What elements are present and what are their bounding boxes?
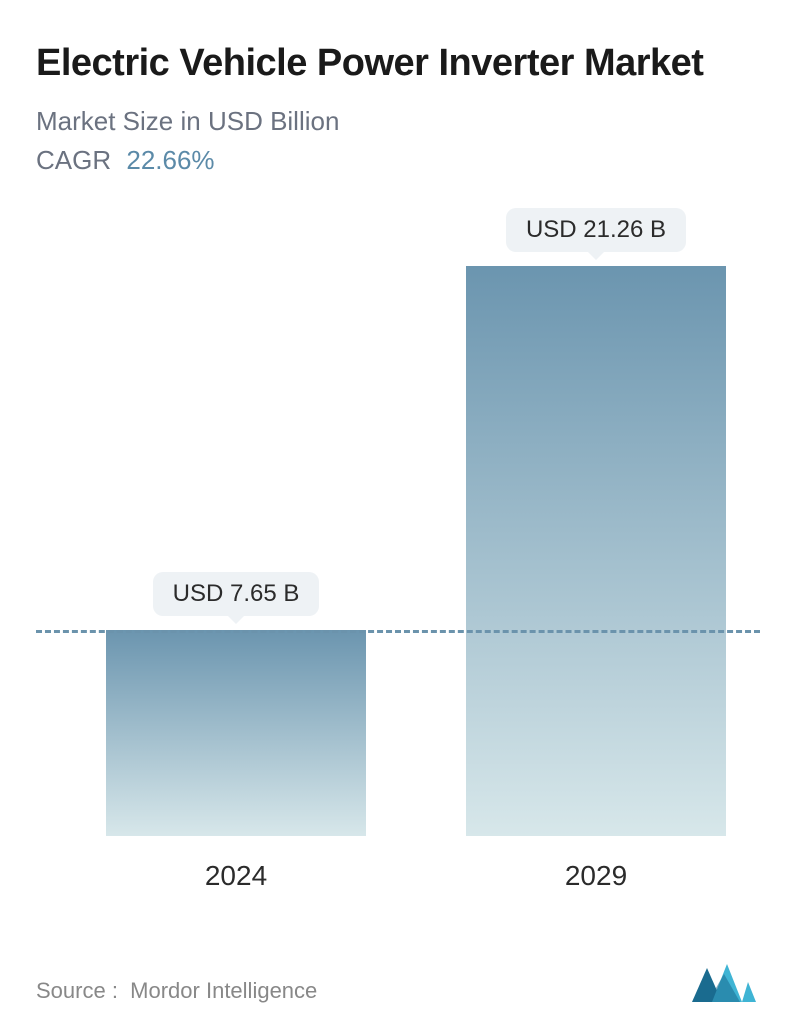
cagr-row: CAGR 22.66% — [36, 145, 760, 176]
chart-plot: USD 7.65 B USD 21.26 B — [36, 196, 760, 836]
chart-title: Electric Vehicle Power Inverter Market — [36, 40, 760, 88]
value-badge: USD 21.26 B — [506, 208, 686, 252]
cagr-label: CAGR — [36, 145, 111, 175]
chart-area: USD 7.65 B USD 21.26 B 2024 2029 — [36, 196, 760, 941]
cagr-value: 22.66% — [126, 145, 214, 175]
source-attribution: Source : Mordor Intelligence — [36, 978, 317, 1004]
chart-subtitle: Market Size in USD Billion — [36, 106, 760, 137]
bar — [106, 630, 366, 835]
value-badge: USD 7.65 B — [153, 572, 320, 616]
x-axis: 2024 2029 — [36, 860, 760, 900]
bar — [466, 266, 726, 836]
reference-line — [36, 630, 760, 633]
brand-logo-icon — [690, 960, 760, 1004]
x-axis-label: 2024 — [205, 860, 267, 892]
bar-group: USD 21.26 B — [466, 208, 726, 836]
bar-group: USD 7.65 B — [106, 572, 366, 835]
x-axis-label: 2029 — [565, 860, 627, 892]
source-label: Source : — [36, 978, 118, 1003]
chart-footer: Source : Mordor Intelligence — [36, 940, 760, 1004]
source-name: Mordor Intelligence — [130, 978, 317, 1003]
